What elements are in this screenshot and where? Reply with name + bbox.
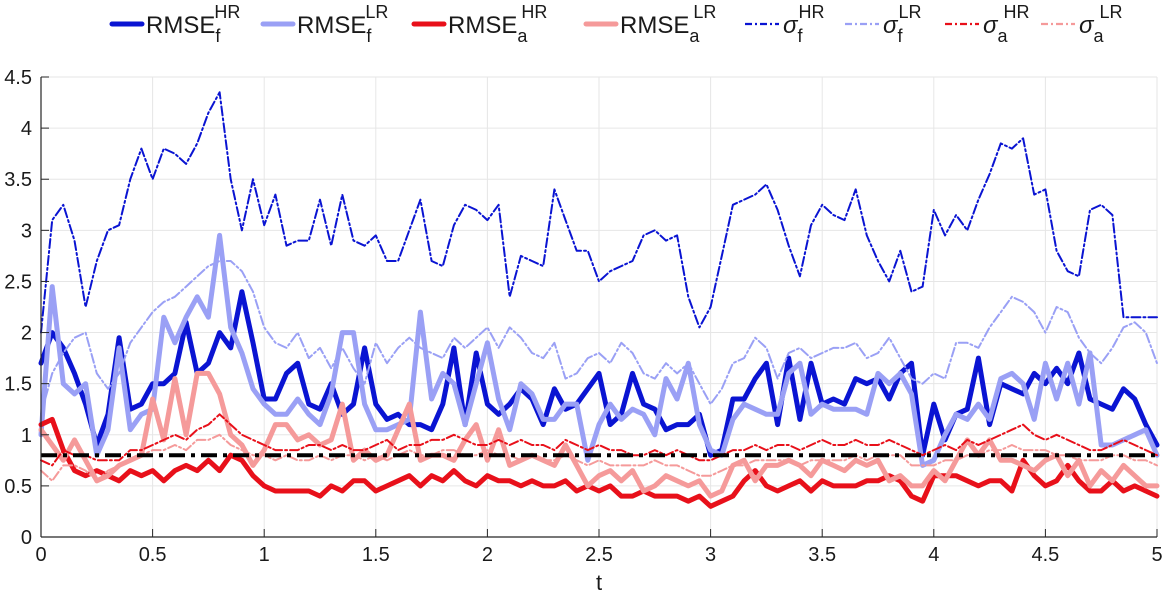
legend-superscript: HR — [799, 2, 825, 22]
legend-subscript: a — [997, 26, 1008, 46]
x-tick-label: 2 — [482, 544, 493, 566]
series-line-0 — [38, 289, 1160, 458]
legend-subscript: f — [215, 26, 221, 46]
legend-label-0: RMSEf HR — [146, 2, 240, 46]
legend-superscript: HR — [1004, 2, 1030, 22]
legend-subscript: a — [517, 26, 528, 46]
legend-name: σ — [783, 12, 799, 39]
y-tick-label: 4 — [21, 118, 32, 140]
legend-superscript: LR — [899, 2, 922, 22]
legend-superscript: LR — [693, 2, 716, 22]
x-tick-label: 4.5 — [1031, 544, 1059, 566]
x-tick-label: 1.5 — [362, 544, 390, 566]
legend-label-5: σf LR — [883, 2, 922, 46]
legend-name: RMSE — [448, 12, 517, 39]
series-line-2 — [38, 416, 1160, 509]
x-axis-title: t — [596, 570, 602, 595]
plot-series — [38, 91, 1160, 509]
y-tick-label: 2 — [21, 323, 32, 345]
y-tick-label: 3 — [21, 220, 32, 242]
legend: RMSEfHR RMSEfLR RMSEaHR RMSEaLR σfHR σfLR σaHR… — [109, 2, 1123, 46]
series-line-5 — [40, 260, 1158, 416]
x-tick-label: 5 — [1151, 544, 1162, 566]
legend-superscript: HR — [521, 2, 547, 22]
legend-superscript: HR — [214, 2, 240, 22]
legend-name: σ — [883, 12, 899, 39]
y-tick-label: 3.5 — [4, 169, 32, 191]
y-tick-label: 1 — [21, 425, 32, 447]
legend-name: RMSE — [297, 12, 366, 39]
y-tick-label: 0 — [21, 527, 32, 549]
legend-subscript: f — [897, 26, 903, 46]
legend-superscript: LR — [1100, 2, 1123, 22]
legend-name: RMSE — [146, 12, 215, 39]
series-line-4 — [40, 91, 1158, 334]
legend-label-4: σf HR — [783, 2, 825, 46]
legend-label-6: σa HR — [983, 2, 1030, 46]
series-line-6 — [40, 413, 1158, 467]
legend-label-1: RMSEf LR — [297, 2, 388, 46]
axes: 0 0.5 1 1.5 2 2.5 3 3.5 4 4.5 5 0 0.5 1 1.5 2 2.5 3 3.5 4 4.… — [4, 67, 1162, 595]
x-tick-label: 3 — [705, 544, 716, 566]
x-tick-label: 4 — [928, 544, 939, 566]
legend-subscript: f — [366, 26, 372, 46]
x-tick-label: 0 — [35, 544, 46, 566]
legend-name: σ — [1079, 12, 1095, 39]
x-tick-label: 1 — [259, 544, 270, 566]
x-tick-label: 3.5 — [808, 544, 836, 566]
x-tick-label: 0.5 — [139, 544, 167, 566]
legend-subscript: f — [797, 26, 803, 46]
y-tick-label: 2.5 — [4, 271, 32, 293]
legend-label-7: σa LR — [1079, 2, 1123, 46]
legend-label-3: RMSEa LR — [620, 2, 716, 46]
legend-name: σ — [983, 12, 999, 39]
y-tick-label: 4.5 — [4, 67, 32, 89]
x-tick-label: 2.5 — [585, 544, 613, 566]
legend-superscript: LR — [365, 2, 388, 22]
y-tick-label: 0.5 — [4, 476, 32, 498]
legend-label-2: RMSEa HR — [448, 2, 547, 46]
legend-name: RMSE — [620, 12, 689, 39]
legend-subscript: a — [1093, 26, 1104, 46]
y-tick-label: 1.5 — [4, 374, 32, 396]
series-line-1 — [38, 232, 1160, 468]
legend-subscript: a — [689, 26, 700, 46]
